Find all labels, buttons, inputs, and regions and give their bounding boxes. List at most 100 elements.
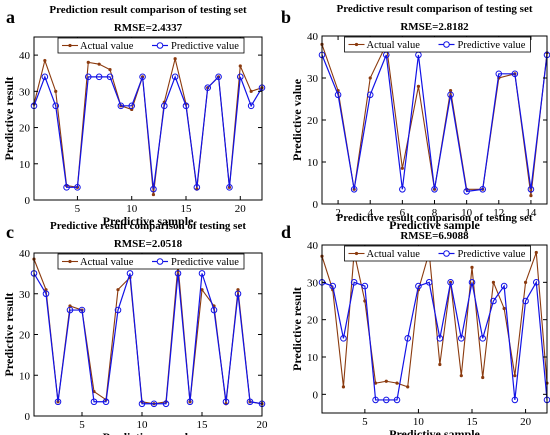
axes-frame [33,36,263,201]
y-tick-label: 40 [19,248,31,260]
data-point-predicted [106,73,114,81]
data-point-actual [400,166,404,170]
x-tick-label: 10 [413,416,425,428]
chart-title: Predictive result comparison of testing … [336,3,532,15]
y-tick-label: 0 [25,411,31,423]
data-point-actual [416,84,421,88]
data-point-predicted [366,91,374,99]
data-point-actual [502,306,506,311]
data-point-predicted [174,270,182,277]
data-point-predicted [522,297,529,305]
data-point-predicted [42,290,50,298]
data-point-predicted [114,306,122,314]
legend-label-predicted: Predictive value [458,40,526,51]
x-tick-label: 8 [432,207,438,219]
data-point-predicted [126,270,134,277]
data-point-actual [368,76,372,80]
chart-subtitle-rmse: RMSE=2.4337 [114,22,183,34]
legend-marker-actual [68,259,72,264]
legend-box [57,37,245,54]
y-tick-label: 30 [307,73,319,85]
y-axis-label: Predictive result [290,287,304,371]
data-point-actual [54,89,58,93]
y-axis-label: Predictive value [290,78,304,161]
data-point-predicted [138,400,146,408]
legend-marker-actual [354,42,359,47]
panel-label: b [281,7,291,27]
x-tick-label: 20 [520,416,532,428]
data-point-predicted [210,306,218,314]
y-axis-label: Predictive result [2,293,16,377]
chart-subtitle-rmse: RMSE=6.9088 [400,230,469,242]
series-line-predicted [321,54,548,193]
chart-title: Predictive result comparison of testing … [50,220,246,232]
y-tick-label: 20 [19,123,31,135]
legend: Actual value Predictive value [344,245,531,262]
data-point-predicted [74,184,81,191]
data-point-predicted [186,398,194,406]
y-tick-label: 30 [19,86,31,98]
y-tick-label: 0 [313,389,319,401]
data-point-predicted [204,84,212,92]
y-tick-label: 0 [25,195,31,207]
data-point-predicted [527,186,535,193]
y-tick-label: 10 [19,370,31,382]
y-tick-label: 20 [19,330,31,342]
x-tick-label: 20 [257,419,269,431]
data-point-actual [200,288,204,292]
x-axis-label: Predictive sample [389,218,480,232]
panel-label: d [281,222,291,242]
panel-label: c [6,222,14,242]
axes-frame [321,244,548,414]
data-point-actual [238,64,242,68]
data-point-predicted [490,297,497,305]
legend-label-actual: Actual value [80,41,134,52]
y-tick-label: 10 [307,352,319,364]
x-axis-label: Predictive sample [389,427,480,435]
data-point-predicted [95,73,103,81]
data-point-predicted [78,306,86,314]
legend-marker-actual [354,251,359,256]
legend-box [344,245,531,262]
data-point-predicted [215,73,222,81]
y-tick-label: 40 [307,240,319,252]
legend-label-predicted: Predictive value [171,41,239,52]
y-axis-label: Predictive result [2,77,16,161]
data-point-predicted [171,73,179,81]
legend-label-actual: Actual value [367,40,421,51]
data-point-predicted [468,279,476,286]
x-tick-label: 6 [400,207,406,219]
x-tick-label: 20 [235,203,247,215]
data-point-actual [249,89,253,93]
data-point-actual [481,375,485,380]
data-point-predicted [447,279,454,286]
data-point-predicted [41,73,49,81]
y-tick-label: 0 [313,199,319,211]
series-line-actual [321,42,548,196]
data-point-predicted [334,91,342,99]
data-point-actual [534,250,538,255]
data-point-actual [470,265,474,269]
data-point-predicted [150,185,157,193]
legend: Actual value Predictive value [57,37,245,54]
x-tick-label: 15 [197,419,209,431]
legend-marker-predicted [156,258,164,265]
data-point-predicted [431,186,438,193]
data-point-predicted [246,398,254,406]
data-point-predicted [139,73,146,81]
legend-marker-predicted [443,250,450,257]
legend-label-predicted: Predictive value [458,249,526,260]
data-point-predicted [404,335,412,342]
series-line-predicted [33,273,263,405]
data-point-actual [43,58,47,63]
x-tick-label: 5 [75,203,81,215]
data-point-predicted [234,290,242,298]
data-point-predicted [340,335,347,342]
legend-marker-predicted [443,41,450,48]
chart-panel-c: c Predictive result comparison of testing… [2,220,268,435]
data-point-actual [236,288,240,292]
data-point-predicted [511,396,519,404]
data-point-predicted [54,398,62,406]
x-tick-label: 4 [367,207,373,219]
series-line-predicted [33,75,263,190]
